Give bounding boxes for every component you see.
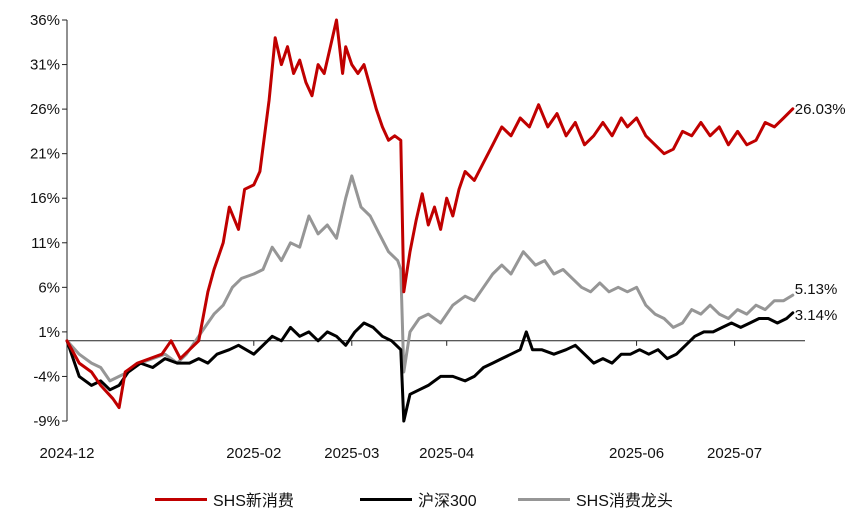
x-tick-label: 2025-04 <box>419 445 474 462</box>
y-tick-label: 6% <box>38 279 60 296</box>
line-chart: 36% 31% 26% 21% 16% 11% 6% 1% -4% -9% 2024-12 2025-… <box>30 12 846 462</box>
y-tick-label: 16% <box>30 190 60 207</box>
x-tick-label: 2024-12 <box>39 445 94 462</box>
legend-label: SHS新消费 <box>213 493 294 510</box>
legend: SHS新消费 沪深300 SHS消费龙头 <box>0 484 863 514</box>
x-tick-label: 2025-07 <box>707 445 762 462</box>
legend-swatch <box>155 497 207 501</box>
y-tick-label: 26% <box>30 101 60 118</box>
legend-swatch <box>360 497 412 501</box>
series-end-label: 26.03% <box>795 101 846 118</box>
y-tick-label: 11% <box>31 235 60 252</box>
series-lines <box>65 18 795 423</box>
legend-item: SHS新消费 <box>155 484 294 514</box>
y-tick-label: 21% <box>30 146 60 163</box>
legend-label: SHS消费龙头 <box>576 493 673 510</box>
legend-label: 沪深300 <box>418 493 477 510</box>
series-line-0 <box>65 18 795 410</box>
y-tick-label: -4% <box>33 368 60 385</box>
y-tick-label: 1% <box>38 324 60 341</box>
labels: 36% 31% 26% 21% 16% 11% 6% 1% -4% -9% 2024-12 2025-… <box>30 12 846 462</box>
legend-swatch <box>518 497 570 501</box>
series-end-label: 5.13% <box>795 281 838 298</box>
y-tick-label: 36% <box>30 12 60 29</box>
x-tick-label: 2025-02 <box>226 445 281 462</box>
legend-item: 沪深300 <box>360 484 477 514</box>
series-line-2 <box>65 174 795 383</box>
series-end-label: 3.14% <box>795 307 838 324</box>
legend-item: SHS消费龙头 <box>518 484 673 514</box>
series-line-1 <box>65 311 795 423</box>
y-tick-label: 31% <box>30 57 60 74</box>
x-tick-label: 2025-03 <box>324 445 379 462</box>
y-tick-label: -9% <box>33 413 60 430</box>
x-tick-label: 2025-06 <box>609 445 664 462</box>
